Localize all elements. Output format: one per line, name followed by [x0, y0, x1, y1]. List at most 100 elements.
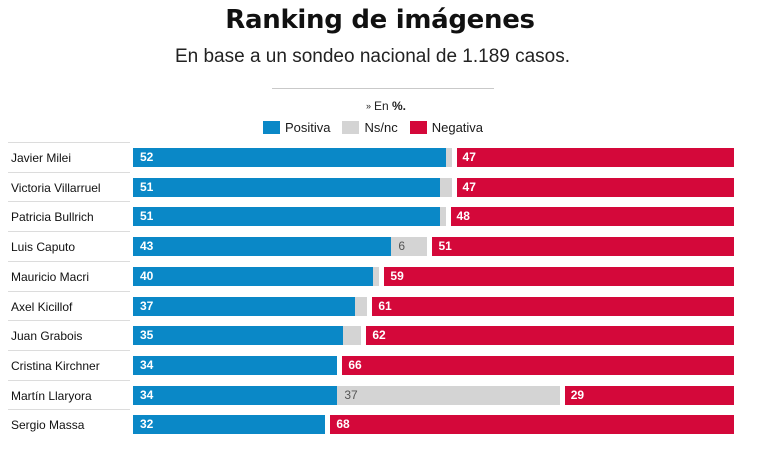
bar-positiva: [133, 296, 356, 316]
data-label-positiva: 52: [140, 150, 154, 164]
data-label-negativa: 59: [390, 268, 404, 283]
data-label-negativa: 47: [462, 179, 476, 194]
data-label-nsnc: 6: [398, 239, 406, 254]
unit-note: » En %.: [0, 99, 760, 113]
legend-label: Ns/nc: [364, 120, 398, 135]
bar-row: Patricia Bullrich 51 48: [0, 201, 760, 231]
bar-row: Javier Milei 52 47: [0, 142, 760, 172]
category-label: Sergio Massa: [11, 418, 85, 433]
legend-label: Negativa: [431, 120, 484, 135]
category-label: Javier Milei: [11, 151, 72, 165]
legend: Positiva Ns/nc Negativa: [0, 120, 746, 135]
data-label-negativa: 51: [438, 239, 452, 254]
bar-negativa: [456, 177, 734, 197]
data-label-negativa: 61: [378, 298, 392, 313]
data-label-positiva: 34: [140, 387, 154, 402]
bar-positiva: [133, 177, 440, 197]
bar-positiva: [133, 148, 446, 167]
row-separator: [8, 349, 130, 351]
data-label-negativa: 29: [570, 387, 585, 402]
bar-nsnc: [391, 237, 428, 257]
row-separator: [8, 171, 130, 173]
data-label-nsnc: 37: [344, 387, 358, 402]
row-separator: [8, 290, 130, 292]
bar-row: Luis Caputo 43 6 51: [0, 231, 760, 261]
bar-positiva: [133, 266, 374, 286]
bar-negativa: [432, 237, 734, 257]
bar-positiva: [133, 355, 338, 375]
bar-gap: [325, 415, 331, 435]
bar-row: Mauricio Macri 40 59: [0, 260, 760, 291]
data-label-positiva: 32: [140, 417, 154, 432]
bar-positiva: [133, 385, 338, 405]
category-label: Mauricio Macri: [11, 269, 90, 284]
category-label: Juan Grabois: [11, 329, 83, 344]
chart-subtitle: En base a un sondeo nacional de 1.189 ca…: [174, 46, 571, 67]
data-label-positiva: 51: [140, 209, 154, 224]
bar-row: Sergio Massa 32 68: [0, 409, 760, 439]
bar-gap: [337, 355, 343, 375]
unit-prefix: En: [373, 99, 389, 113]
chart-title: Ranking de imágenes: [225, 5, 535, 35]
bar-positiva: [133, 326, 344, 346]
row-separator: [8, 409, 130, 411]
legend-swatch: [262, 121, 280, 134]
bar-positiva: [133, 237, 392, 257]
category-label: Cristina Kirchner: [11, 358, 100, 373]
bar-negativa: [372, 296, 734, 316]
bar-nsnc: [373, 266, 380, 286]
bar-negativa: [384, 266, 734, 286]
bar-negativa: [450, 207, 734, 227]
bar-row: Cristina Kirchner 34 66: [0, 349, 760, 380]
bar-row: Martín Llaryora 34 37 29: [0, 379, 760, 410]
category-label: Martín Llaryora: [11, 388, 92, 403]
bar-gap: [367, 296, 373, 316]
bar-gap: [451, 148, 457, 167]
legend-swatch: [342, 121, 360, 134]
row-separator: [8, 231, 130, 233]
bar-gap: [451, 177, 457, 197]
legend-item-negativa: Negativa: [409, 120, 484, 135]
bar-nsnc: [337, 385, 560, 405]
category-label: Luis Caputo: [11, 240, 76, 255]
data-label-positiva: 40: [140, 268, 154, 283]
legend-item-positiva: Positiva: [262, 120, 331, 135]
row-separator: [8, 320, 130, 322]
bar-row: Victoria Villarruel 51 47: [0, 171, 760, 202]
unit-symbol: %.: [392, 99, 407, 113]
legend-swatch: [409, 121, 427, 134]
bar-gap: [427, 237, 433, 257]
bar-negativa: [366, 326, 734, 346]
data-label-negativa: 68: [336, 417, 350, 432]
bar-positiva: [133, 207, 440, 227]
data-label-positiva: 37: [140, 298, 154, 313]
row-separator: [8, 260, 130, 262]
bar-row: Axel Kicillof 37 61: [0, 290, 760, 321]
row-separator: [8, 142, 130, 143]
unit-bullet: »: [365, 101, 371, 111]
row-separator: [8, 379, 130, 381]
bar-gap: [379, 266, 385, 286]
data-label-positiva: 43: [140, 239, 154, 254]
bar-negativa: [564, 385, 734, 405]
bar-nsnc: [445, 148, 452, 167]
data-label-negativa: 48: [456, 209, 470, 224]
bar-row: Juan Grabois 35 62: [0, 320, 760, 350]
data-label-negativa: 66: [348, 357, 362, 372]
bar-nsnc: [343, 326, 362, 346]
data-label-negativa: 47: [462, 150, 476, 164]
bar-nsnc: [355, 296, 368, 316]
category-label: Axel Kicillof: [11, 299, 73, 314]
title-divider: [272, 88, 494, 89]
bar-gap: [559, 385, 565, 405]
legend-label: Positiva: [284, 120, 331, 135]
category-label: Victoria Villarruel: [11, 180, 101, 195]
category-label: Patricia Bullrich: [11, 210, 94, 225]
bar-nsnc: [439, 177, 452, 197]
bar-gap: [445, 207, 451, 227]
data-label-positiva: 35: [140, 328, 154, 343]
legend-item-ns-nc: Ns/nc: [342, 120, 398, 135]
data-label-positiva: 51: [140, 179, 154, 194]
bar-gap: [361, 326, 367, 346]
bar-negativa: [456, 148, 734, 167]
